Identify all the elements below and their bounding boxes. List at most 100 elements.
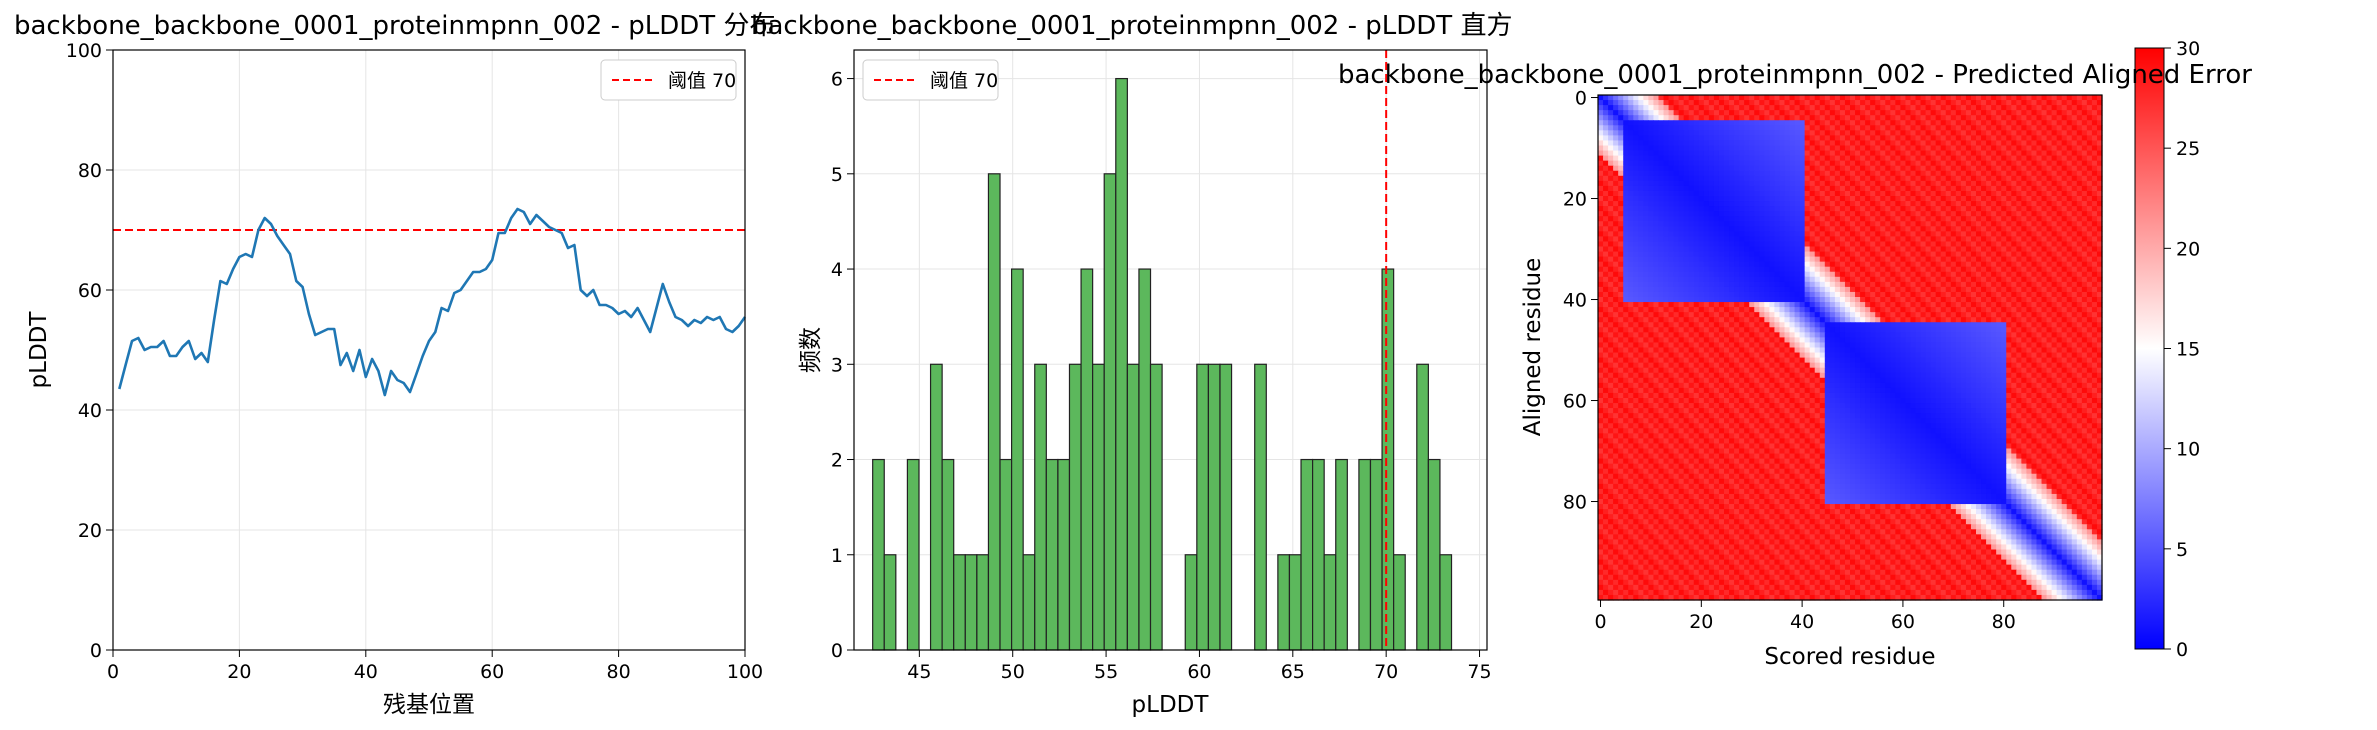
heatmap-cell xyxy=(1925,291,1932,298)
heatmap-cell xyxy=(1668,135,1675,142)
heatmap-cell xyxy=(1844,190,1851,197)
heatmap-cell xyxy=(1744,226,1750,232)
heatmap-cell xyxy=(1618,271,1624,278)
heatmap-cell xyxy=(1839,271,1846,278)
heatmap-cell xyxy=(1673,216,1680,222)
heatmap-cell xyxy=(2096,286,2103,293)
heatmap-cell xyxy=(1749,297,1755,303)
heatmap-cell xyxy=(1844,105,1851,111)
heatmap-cell xyxy=(1598,327,1604,333)
heatmap-cell xyxy=(1844,271,1851,278)
heatmap-cell xyxy=(2046,241,2053,248)
heatmap-cell xyxy=(1970,231,1977,237)
heatmap-cell xyxy=(1986,140,1992,147)
histogram-bar xyxy=(1068,363,1082,651)
heatmap-cell xyxy=(1804,120,1811,126)
heatmap-cell xyxy=(1668,317,1675,323)
x-tick-label: 70 xyxy=(1374,661,1398,683)
heatmap-cell xyxy=(2026,241,2033,248)
heatmap-cell xyxy=(1920,180,1927,187)
heatmap-cell xyxy=(2036,206,2043,212)
heatmap-cell xyxy=(1829,307,1836,313)
heatmap-cell xyxy=(1870,165,1876,172)
heatmap-cell xyxy=(1663,206,1670,212)
heatmap-cell xyxy=(2086,206,2093,212)
heatmap-cell xyxy=(1834,322,1841,328)
heatmap-cell xyxy=(2076,150,2083,157)
heatmap-cell xyxy=(1774,332,1781,338)
heatmap-cell xyxy=(1623,110,1629,116)
heatmap-cell xyxy=(2036,196,2043,202)
heatmap-cell xyxy=(1890,100,1896,106)
heatmap-cell xyxy=(1981,185,1987,192)
heatmap-cell xyxy=(1875,105,1881,111)
heatmap-cell xyxy=(1633,286,1639,293)
heatmap-cell xyxy=(1991,170,1997,177)
heatmap-cell xyxy=(1633,185,1639,192)
heatmap-cell xyxy=(1734,246,1740,253)
heatmap-cell xyxy=(1955,165,1962,172)
heatmap-cell xyxy=(1865,226,1871,232)
heatmap-cell xyxy=(2091,271,2098,278)
heatmap-cell xyxy=(1875,180,1881,187)
heatmap-cell xyxy=(1865,185,1871,192)
heatmap-cell xyxy=(2056,100,2063,106)
heatmap-cell xyxy=(2086,185,2093,192)
heatmap-cell xyxy=(2086,170,2093,177)
heatmap-cell xyxy=(1935,170,1942,177)
heatmap-cell xyxy=(1819,302,1826,308)
heatmap-cell xyxy=(1683,297,1690,303)
heatmap-cell xyxy=(1935,312,1942,318)
heatmap-cell xyxy=(1673,302,1680,308)
heatmap-cell xyxy=(1724,332,1730,338)
heatmap-cell xyxy=(1628,196,1634,202)
heatmap-cell xyxy=(1623,130,1629,136)
heatmap-cell xyxy=(1693,216,1700,222)
heatmap-cell xyxy=(1628,251,1634,258)
heatmap-cell xyxy=(1935,317,1942,323)
heatmap-cell xyxy=(1940,302,1947,308)
heatmap-cell xyxy=(1618,281,1624,288)
heatmap-cell xyxy=(1673,251,1680,258)
heatmap-cell xyxy=(1603,100,1609,106)
heatmap-cell xyxy=(1633,100,1639,106)
heatmap-cell xyxy=(2046,155,2053,162)
heatmap-cell xyxy=(2076,256,2083,263)
heatmap-cell xyxy=(1965,190,1972,197)
heatmap-cell xyxy=(1673,337,1680,344)
heatmap-cell xyxy=(2071,100,2078,106)
heatmap-cell xyxy=(1875,216,1881,222)
heatmap-cell xyxy=(1855,332,1861,338)
y-tick-label: 40 xyxy=(78,400,102,422)
heatmap-cell xyxy=(2036,327,2043,333)
heatmap-cell xyxy=(2046,206,2053,212)
heatmap-cell xyxy=(1764,120,1770,126)
heatmap-cell xyxy=(1940,216,1947,222)
heatmap-cell xyxy=(1613,125,1619,131)
heatmap-cell xyxy=(1703,231,1710,237)
heatmap-cell xyxy=(1598,236,1604,243)
heatmap-cell xyxy=(1658,120,1665,126)
histogram-bar xyxy=(883,554,897,651)
heatmap-cell xyxy=(1764,115,1770,121)
heatmap-cell xyxy=(1633,196,1639,202)
heatmap-cell xyxy=(2056,110,2063,116)
heatmap-cell xyxy=(2036,291,2043,298)
heatmap-cell xyxy=(1764,251,1770,258)
heatmap-cell xyxy=(1839,211,1846,217)
heatmap-cell xyxy=(2021,291,2027,298)
heatmap-cell xyxy=(1824,337,1831,344)
heatmap-cell xyxy=(2036,276,2043,283)
heatmap-cell xyxy=(1688,261,1695,268)
heatmap-cell xyxy=(2081,216,2088,222)
heatmap-cell xyxy=(1970,140,1977,147)
legend-box xyxy=(862,59,999,101)
heatmap-cell xyxy=(1885,286,1891,293)
heatmap-cell xyxy=(1844,251,1851,258)
heatmap-cell xyxy=(1799,286,1806,293)
heatmap-cell xyxy=(1724,170,1730,177)
y-tick-label: 0 xyxy=(90,640,102,662)
heatmap-cell xyxy=(1608,125,1614,131)
heatmap-cell xyxy=(2016,201,2022,207)
heatmap-cell xyxy=(1880,231,1886,237)
